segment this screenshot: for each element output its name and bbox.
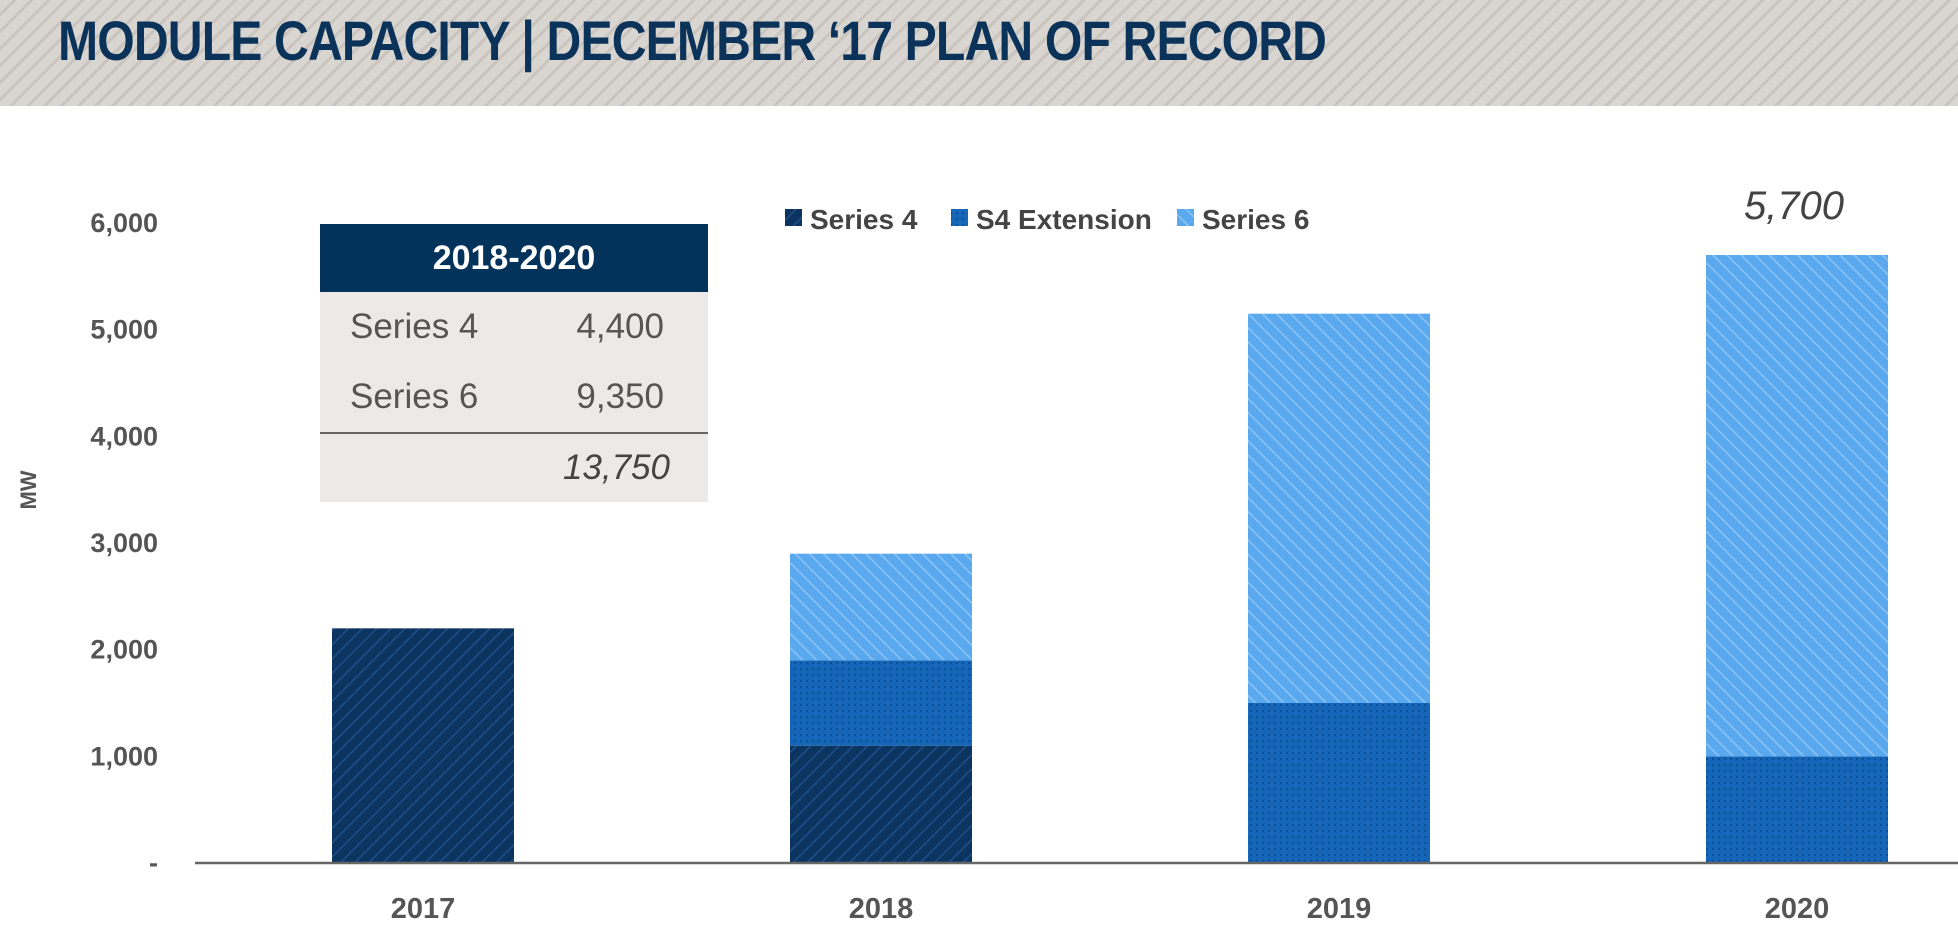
x-tick-labels: 2017 2018 2019 2020 — [391, 893, 1830, 925]
legend: Series 4 S4 Extension Series 6 — [785, 204, 1309, 235]
summary-row-label: Series 4 — [350, 307, 479, 346]
y-tick-label: 2,000 — [90, 635, 158, 665]
bar-series-4-2017 — [332, 628, 514, 863]
y-tick-label: 1,000 — [90, 741, 158, 771]
bar-s4-extension-2019 — [1248, 703, 1430, 863]
y-axis-label: MW — [16, 470, 41, 509]
page-title: MODULE CAPACITY | DECEMBER ‘17 PLAN OF R… — [58, 9, 1327, 72]
x-tick-label: 2019 — [1307, 893, 1372, 925]
bars — [332, 255, 1888, 863]
bar-series-4-2018 — [790, 745, 972, 863]
legend-label-s4-extension: S4 Extension — [976, 204, 1152, 235]
legend-swatch-s4-extension — [951, 209, 968, 226]
bar-total-label: 5,700 — [1744, 184, 1844, 228]
summary-row-value: 4,400 — [576, 307, 664, 346]
summary-row: Series 4 4,400 — [320, 292, 708, 362]
title-banner: MODULE CAPACITY | DECEMBER ‘17 PLAN OF R… — [0, 0, 1958, 106]
y-tick-label: 4,000 — [90, 421, 158, 451]
legend-swatch-series-4 — [785, 209, 802, 226]
y-tick-labels: - 1,000 2,000 3,000 4,000 5,000 6,000 — [90, 208, 158, 878]
x-tick-label: 2017 — [391, 893, 456, 925]
summary-row: Series 6 9,350 — [320, 362, 708, 432]
x-tick-label: 2020 — [1765, 893, 1830, 925]
bar-s4-extension-2018 — [790, 660, 972, 746]
y-tick-label: 3,000 — [90, 528, 158, 558]
summary-table: 2018-2020 Series 4 4,400 Series 6 9,350 … — [320, 224, 708, 502]
summary-total: 13,750 — [320, 432, 708, 502]
y-tick-label: 5,000 — [90, 315, 158, 345]
summary-table-header: 2018-2020 — [320, 224, 708, 292]
legend-swatch-series-6 — [1177, 209, 1194, 226]
bar-s4-extension-2020 — [1706, 756, 1888, 863]
legend-label-series-4: Series 4 — [810, 204, 918, 235]
bar-series-6-2019 — [1248, 313, 1430, 703]
bar-series-6-2020 — [1706, 255, 1888, 757]
y-tick-label: - — [149, 848, 158, 878]
y-tick-label: 6,000 — [90, 208, 158, 238]
summary-row-value: 9,350 — [576, 377, 664, 416]
legend-label-series-6: Series 6 — [1202, 204, 1309, 235]
bar-annotations: 5,700 — [1744, 184, 1844, 228]
x-tick-label: 2018 — [849, 893, 914, 925]
bar-series-6-2018 — [790, 553, 972, 661]
summary-row-label: Series 6 — [350, 377, 479, 416]
